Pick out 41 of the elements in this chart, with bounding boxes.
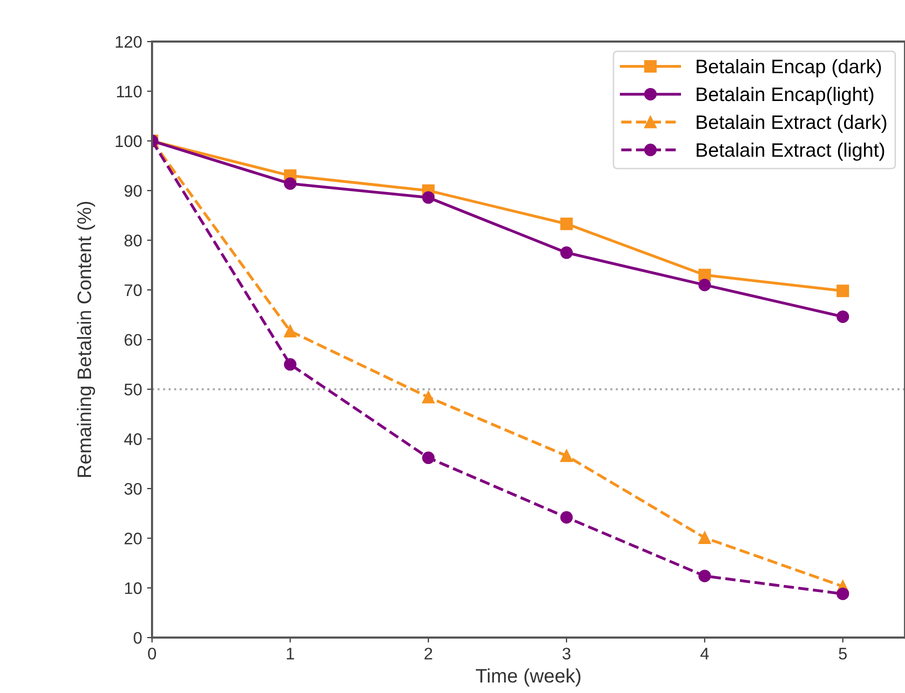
point xyxy=(422,390,435,404)
point xyxy=(560,511,573,524)
y-tick-label: 120 xyxy=(116,36,142,48)
point xyxy=(284,177,296,190)
x-tick-label: 5 xyxy=(838,648,847,660)
y-tick-label: 30 xyxy=(124,482,142,495)
x-axis-title: Time (week) xyxy=(476,668,580,686)
legend-label: Betalain Extract (light) xyxy=(696,142,884,161)
point xyxy=(698,278,711,292)
y-tick-label: 0 xyxy=(134,632,142,644)
y-tick-label: 110 xyxy=(117,86,142,98)
point xyxy=(560,246,573,259)
x-tick-label: 4 xyxy=(700,648,709,660)
y-tick-label: 60 xyxy=(124,334,142,346)
point xyxy=(422,452,435,464)
x-tick-label: 1 xyxy=(286,648,294,660)
point xyxy=(836,310,850,323)
point xyxy=(698,570,711,582)
y-tick-label: 50 xyxy=(124,384,142,396)
x-tick-label: 0 xyxy=(148,648,156,660)
y-tick-label: 90 xyxy=(124,184,142,197)
y-tick-label: 80 xyxy=(124,234,142,246)
point xyxy=(284,324,296,338)
y-tick-label: 70 xyxy=(124,284,142,296)
y-tick-label: 10 xyxy=(125,582,142,594)
point xyxy=(836,588,850,600)
y-tick-label: 40 xyxy=(124,433,142,446)
legend-label: Betalain Encap(light) xyxy=(696,86,874,106)
y-tick-label: 100 xyxy=(116,135,142,148)
y-tick-label: 20 xyxy=(124,532,142,544)
x-tick-label: 3 xyxy=(562,648,570,660)
point xyxy=(560,450,573,462)
point xyxy=(698,531,711,544)
point xyxy=(836,284,850,298)
x-tick-label: 2 xyxy=(424,648,432,660)
legend-label: Betalain Extract (dark) xyxy=(696,114,886,133)
point xyxy=(560,218,573,230)
point xyxy=(422,191,435,204)
y-axis-title: Remaining Betalain Content (%) xyxy=(76,202,96,477)
legend-label: Betalain Encap (dark) xyxy=(696,59,881,78)
point xyxy=(284,358,296,371)
